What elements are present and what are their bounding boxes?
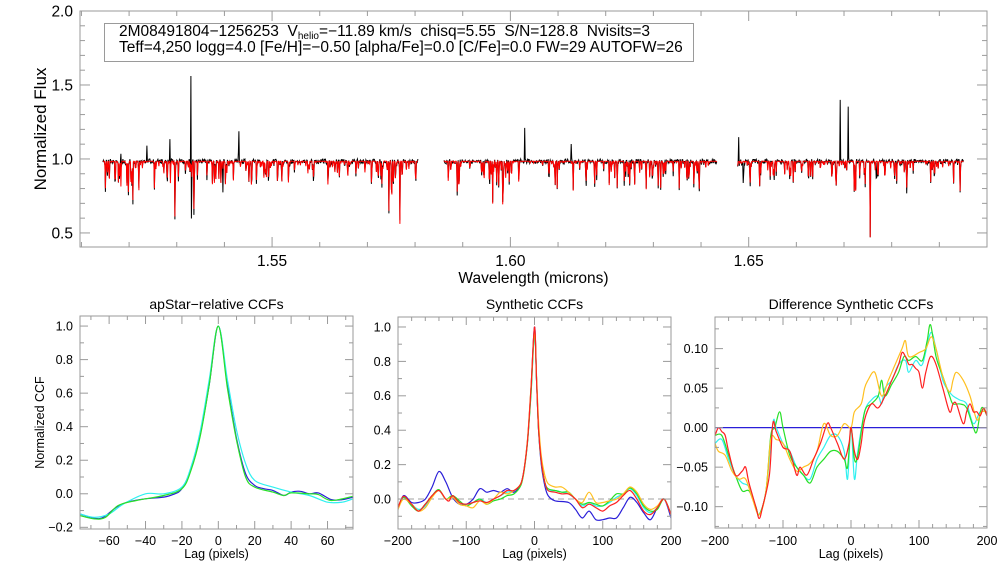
ccf-series-green [715,323,987,516]
y-axis-label: Normalized CCF [33,376,47,469]
y-tick-label: 1.0 [56,319,73,333]
panel-apstar-ccf: −60 −40 −20 0 20 40 60 −0.2 0.0 0.2 0.4 0.6 0.8 1.0 La… [33,296,354,561]
vhelio-label: V [287,23,298,40]
x-tick-label: 1.55 [257,253,287,270]
info-box: 2M08491804−1256253 Vhelio=−11.89 km/s ch… [104,23,694,62]
ccf-series-yellow [398,329,671,515]
y-tick-label: −0.10 [676,500,708,514]
panel-difference-ccf: −200 −100 0 100 200 −0.10 −0.05 0.00 0.05 0.10 Lag… [676,296,997,561]
axes-frame [79,315,354,530]
ccf-series-red [715,351,987,520]
x-tick-label: 100 [909,534,930,548]
y-tick-label: 0.4 [56,420,73,434]
info-line-2: Teff=4,250 logg=4.0 [Fe/H]=−0.50 [alpha/… [119,39,683,56]
x-axis-label: Wavelength (microns) [458,270,608,287]
y-tick-label: 0.6 [56,387,73,401]
chisq: chisq=5.55 [420,23,496,40]
ccf-series-blue [398,326,671,521]
x-tick-label: −100 [452,534,480,548]
x-tick-label: −100 [769,534,797,548]
y-tick-label: 0.2 [374,458,391,472]
x-tick-label: −20 [171,534,192,548]
spectrum-observed-segment-3 [737,99,965,238]
info-line-1: 2M08491804−1256253 Vhelio=−11.89 km/s ch… [119,23,693,42]
x-tick-label: 0 [848,534,855,548]
spectrum-model-segment-3 [737,159,964,238]
ccf-series-cyan [80,325,353,518]
x-tick-label: 1.60 [495,253,526,270]
x-tick-label: 60 [321,534,335,548]
x-axis-label: Lag (pixels) [502,547,567,561]
nvisits: Nvisits=3 [586,23,651,40]
snr: S/N=128.8 [504,23,579,40]
x-tick-label: −200 [384,534,412,548]
plot-area [102,75,965,238]
y-tick-label: 1.5 [51,77,73,94]
x-tick-label: 200 [977,534,998,548]
y-tick-label: 0.6 [374,389,391,403]
y-tick-label: −0.05 [676,461,708,475]
y-tick-label: 0.5 [51,225,73,242]
y-tick-label: 2.0 [51,3,73,20]
ccf-series-blue [80,325,353,520]
x-tick-label: 0 [531,534,538,548]
y-tick-label: −0.2 [48,521,73,535]
y-tick-label: 0.8 [374,355,391,369]
x-tick-label: 40 [284,534,298,548]
x-axis-label: Lag (pixels) [184,547,249,561]
y-tick-label: 1.0 [374,320,391,334]
x-tick-label: −200 [701,534,729,548]
plot-area [715,323,987,520]
x-tick-label: 0 [215,534,222,548]
x-axis-label: Lag (pixels) [819,547,884,561]
ccf-series-red [398,326,671,516]
ccf-series-yellow [715,336,987,516]
plot-area [80,325,353,520]
y-tick-label: 0.05 [684,381,708,395]
y-tick-label: 0.2 [56,454,73,468]
y-tick-label: 1.0 [51,151,73,168]
y-axis-label: Normalized Flux [31,67,50,190]
plot-area [398,326,671,521]
x-tick-label: 1.65 [734,253,764,270]
panel-spectrum: 1.55 1.60 1.65 0.5 1.0 1.5 2.0 Wavelength (micr… [31,3,988,287]
spectrum-model-segment-2 [443,159,718,205]
spectrum-model-segment-1 [102,159,418,224]
chart-title: apStar−relative CCFs [149,296,283,312]
y-tick-label: 0.0 [56,487,73,501]
star-id: 2M08491804−1256253 [119,23,279,40]
ccf-series-green [80,325,353,520]
y-tick-label: 0.4 [374,424,391,438]
chart-title: Difference Synthetic CCFs [769,296,934,312]
vhelio-value: =−11.89 km/s [319,23,412,40]
x-tick-label: −60 [99,534,120,548]
panel-synthetic-ccf: −200 −100 0 100 200 0.0 0.2 0.4 0.6 0.8 1.0 Lag (pi… [374,296,682,561]
chart-title: Synthetic CCFs [486,296,583,312]
y-tick-label: 0.0 [374,492,391,506]
spectrum-observed-segment-1 [102,75,419,221]
vhelio-subscript: helio [297,31,319,42]
ccf-series-cyan [715,331,987,516]
x-tick-label: 20 [248,534,262,548]
axes-frame [714,316,988,529]
x-tick-label: −40 [135,534,156,548]
y-tick-label: 0.10 [684,342,708,356]
x-tick-label: 100 [592,534,613,548]
y-tick-label: 0.00 [684,421,708,435]
y-tick-label: 0.8 [56,353,73,367]
x-tick-label: 200 [661,534,682,548]
